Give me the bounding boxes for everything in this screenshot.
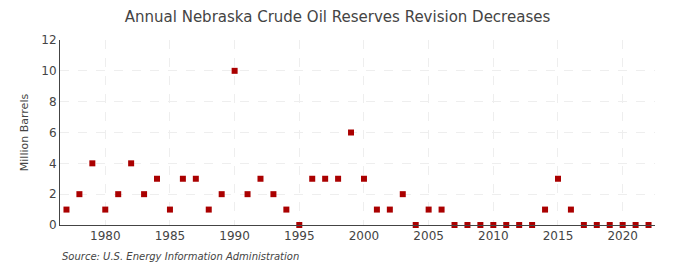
svg-text:2: 2 xyxy=(49,187,57,201)
svg-text:2000: 2000 xyxy=(349,229,380,243)
svg-text:0: 0 xyxy=(49,218,57,232)
svg-text:Million Barrels: Million Barrels xyxy=(18,94,31,172)
svg-text:1985: 1985 xyxy=(155,229,186,243)
svg-text:1995: 1995 xyxy=(284,229,315,243)
svg-text:8: 8 xyxy=(49,95,57,109)
svg-text:Source: U.S. Energy Informatio: Source: U.S. Energy Information Administ… xyxy=(62,251,299,262)
svg-text:4: 4 xyxy=(49,157,57,171)
svg-text:2015: 2015 xyxy=(543,229,574,243)
svg-text:1990: 1990 xyxy=(219,229,250,243)
svg-text:1980: 1980 xyxy=(90,229,121,243)
svg-text:6: 6 xyxy=(49,126,57,140)
svg-text:2005: 2005 xyxy=(413,229,444,243)
svg-text:10: 10 xyxy=(41,64,56,78)
svg-text:Annual Nebraska Crude Oil Rese: Annual Nebraska Crude Oil Reserves Revis… xyxy=(125,8,551,26)
svg-text:2010: 2010 xyxy=(478,229,509,243)
svg-text:2020: 2020 xyxy=(607,229,638,243)
svg-text:12: 12 xyxy=(41,33,56,47)
